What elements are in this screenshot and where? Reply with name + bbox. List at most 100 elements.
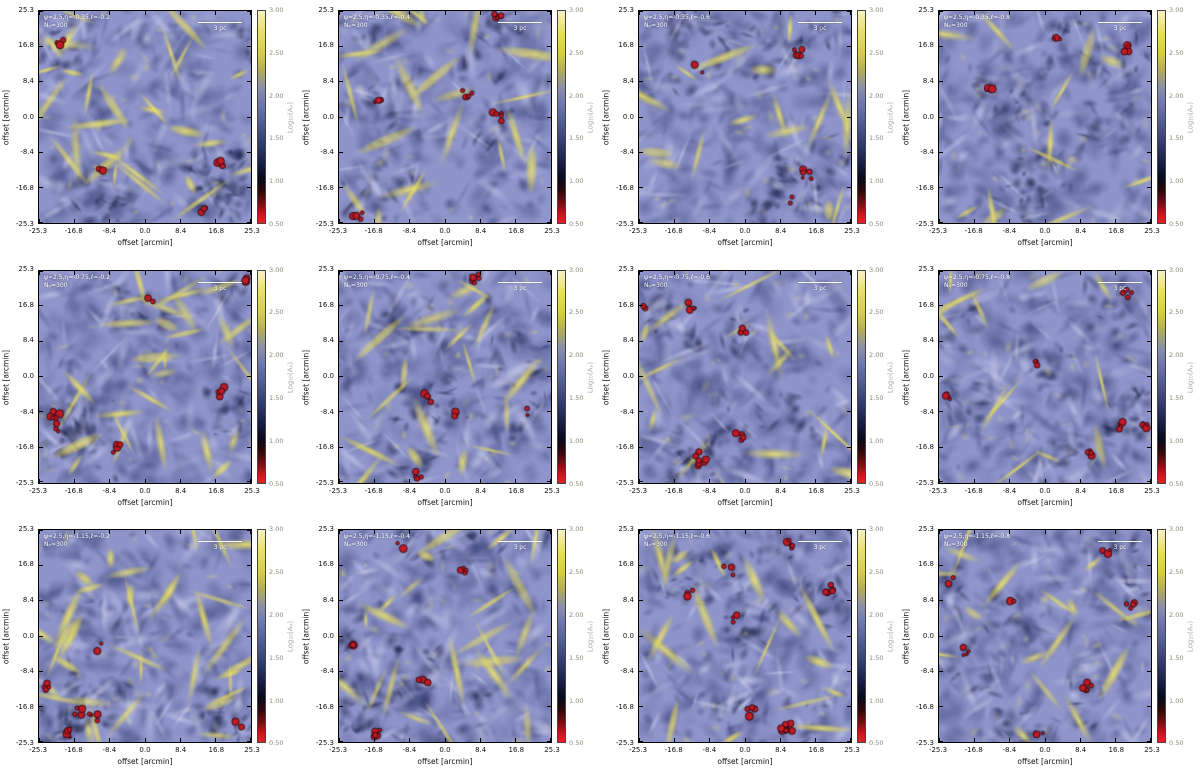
axis-tick-mark — [639, 446, 643, 448]
map-panel: offset [arcmin] 25.3 16.8 8.4 0.0 -8.4 -16.8 -… — [0, 260, 300, 520]
axis-tick-mark — [39, 187, 43, 189]
axis-tick-mark — [939, 411, 943, 413]
scalebar: 3 pc — [198, 281, 242, 292]
axis-tick-mark — [709, 530, 711, 535]
axis-tick-mark — [515, 11, 517, 15]
annotation-n: Nₚ=300 — [944, 281, 968, 289]
axis-tick-mark — [1044, 219, 1046, 223]
axis-tick-mark — [939, 706, 943, 708]
axis-tick-mark — [849, 478, 851, 483]
x-tick-label: 0.0 — [439, 227, 451, 235]
axis-tick-mark — [373, 11, 375, 15]
x-tick-label: 16.8 — [208, 227, 225, 235]
density-map: ψ=2.5,η=-0.75,ℓ=-0.2 Nₚ=300 3 pc — [38, 269, 252, 484]
panel-annotation: ψ=2.5,η=-1.15,ℓ=-0.8 Nₚ=300 — [944, 533, 1010, 549]
y-tick-label: 0.0 — [322, 631, 334, 640]
y-tick-label: -8.4 — [920, 407, 934, 416]
axis-tick-mark — [847, 116, 851, 118]
y-tick-label: -8.4 — [620, 148, 634, 157]
x-tick-label: 25.3 — [1144, 486, 1160, 495]
y-tick-label: 0.0 — [22, 372, 34, 381]
colorbar-tick-label: 0.50 — [569, 220, 584, 228]
x-tick-label: 8.4 — [475, 746, 487, 755]
axis-tick-mark — [249, 530, 251, 535]
x-tick-label: 25.3 — [544, 746, 560, 755]
colorbar-tick-label: 0.50 — [569, 479, 584, 488]
axis-tick-mark — [39, 740, 43, 742]
density-map-canvas — [939, 530, 1151, 743]
axis-tick-mark — [547, 305, 551, 307]
axis-tick-mark — [847, 305, 851, 307]
axis-tick-mark — [639, 219, 640, 223]
axis-tick-mark — [339, 446, 343, 448]
x-tick-label: -25.3 — [928, 746, 948, 755]
axis-tick-mark — [39, 481, 43, 483]
axis-tick-mark — [479, 478, 481, 483]
x-tick-label: -25.3 — [328, 746, 348, 755]
map-panel: offset [arcmin] 25.3 16.8 8.4 0.0 -8.4 -16.8 -… — [600, 260, 900, 520]
axis-tick-mark — [547, 706, 551, 708]
axis-tick-mark — [815, 478, 817, 483]
axis-tick-mark — [247, 340, 251, 342]
x-tick-label: 8.4 — [775, 486, 787, 495]
axis-tick-mark — [639, 481, 643, 483]
y-tick-label: 8.4 — [622, 336, 634, 345]
density-map: ψ=2.5,η=-0.75,ℓ=-0.8 Nₚ=300 3 pc — [938, 269, 1152, 484]
y-tick-label: 16.8 — [318, 300, 334, 309]
axis-tick-mark — [515, 270, 517, 275]
colorbar-tick-label: 1.00 — [569, 436, 584, 445]
colorbar-tick-label: 2.00 — [1169, 351, 1184, 360]
panel-annotation: ψ=2.5,η=-0.75,ℓ=-0.6 Nₚ=300 — [644, 274, 710, 290]
y-tick-label: -16.8 — [315, 443, 334, 452]
axis-tick-mark — [939, 530, 943, 532]
colorbar-tick-label: 0.50 — [569, 739, 584, 748]
annotation-params: ψ=2.5,η=-1.15,ℓ=-0.6 — [644, 533, 710, 541]
axis-tick-mark — [1147, 446, 1151, 448]
x-axis-title: offset [arcmin] — [717, 757, 773, 767]
annotation-params: ψ=2.5,η=-0.35,ℓ=-0.2 — [44, 14, 110, 21]
annotation-params: ψ=2.5,η=-0.35,ℓ=-0.4 — [344, 14, 410, 21]
colorbar-tick-label: 2.50 — [869, 568, 884, 577]
axis-tick-mark — [73, 738, 75, 743]
axis-tick-mark — [1149, 270, 1151, 275]
axis-tick-mark — [1147, 187, 1151, 189]
annotation-params: ψ=2.5,η=-0.35,ℓ=-0.6 — [644, 14, 710, 21]
axis-tick-mark — [215, 219, 217, 223]
y-tick-label: 8.4 — [922, 336, 934, 345]
axis-tick-mark — [847, 706, 851, 708]
colorbar-title: Log₁₀(Aᵥ) — [1186, 361, 1195, 393]
x-tick-label: 0.0 — [139, 486, 151, 495]
x-tick-label: 0.0 — [1039, 746, 1051, 755]
axis-tick-mark — [109, 11, 111, 15]
axis-tick-mark — [939, 671, 943, 673]
colorbar-tick-label: 2.00 — [269, 91, 284, 100]
axis-tick-mark — [1147, 671, 1151, 673]
axis-tick-mark — [373, 219, 375, 223]
axis-tick-mark — [39, 11, 40, 15]
density-map-canvas — [939, 11, 1151, 223]
y-tick-label: 25.3 — [918, 265, 934, 274]
scalebar-label: 3 pc — [813, 284, 827, 292]
axis-tick-mark — [39, 151, 43, 153]
axis-tick-mark — [109, 270, 111, 275]
y-tick-label: -25.3 — [915, 738, 934, 747]
axis-tick-mark — [339, 738, 340, 743]
colorbar-tick-label: 0.50 — [1169, 739, 1184, 748]
panel-annotation: ψ=2.5,η=-0.35,ℓ=-0.8 Nₚ=300 — [944, 14, 1010, 30]
axis-tick-mark — [409, 738, 411, 743]
axis-tick-mark — [847, 635, 851, 637]
axis-tick-mark — [549, 270, 551, 275]
colorbar-title: Log₁₀(Aᵥ) — [1186, 621, 1195, 653]
x-tick-label: 0.0 — [139, 746, 151, 755]
axis-tick-mark — [1147, 221, 1151, 223]
y-tick-label: -16.8 — [15, 703, 34, 712]
y-tick-label: -8.4 — [620, 407, 634, 416]
axis-tick-mark — [1115, 219, 1117, 223]
colorbar — [557, 269, 566, 484]
axis-tick-mark — [247, 11, 251, 12]
x-tick-label: -8.4 — [702, 486, 717, 495]
axis-tick-mark — [709, 11, 711, 15]
axis-tick-mark — [549, 738, 551, 743]
y-tick-label: -8.4 — [920, 148, 934, 157]
map-panel: offset [arcmin] 25.3 16.8 8.4 0.0 -8.4 -16.8 -… — [900, 519, 1200, 779]
